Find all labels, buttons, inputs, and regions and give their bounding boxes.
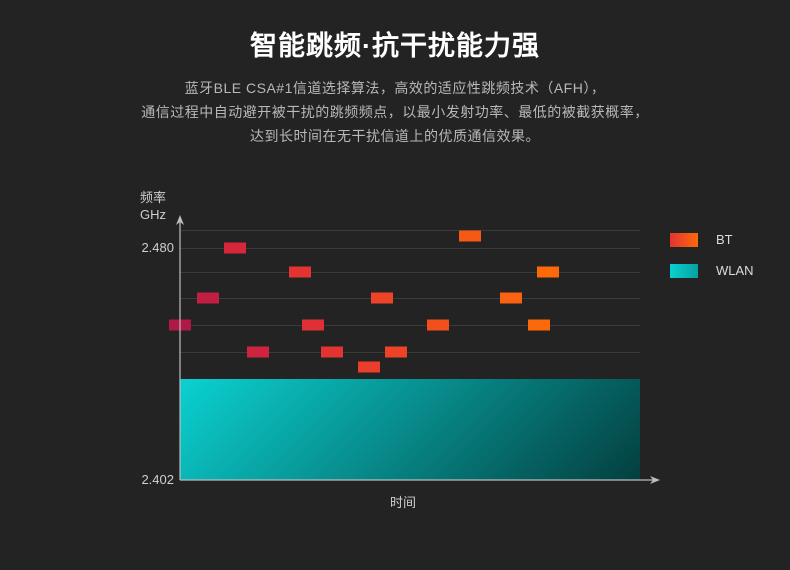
legend-label: BT — [716, 232, 733, 247]
legend-item-wlan: WLAN — [670, 263, 754, 278]
x-axis-title: 时间 — [390, 492, 416, 511]
subtitle-line: 通信过程中自动避开被干扰的跳频频点，以最小发射功率、最低的被截获概率， — [0, 101, 790, 125]
legend-item-bt: BT — [670, 232, 754, 247]
axes — [175, 215, 665, 485]
chart-legend: BT WLAN — [670, 232, 754, 294]
y-tick-label: 2.480 — [141, 240, 174, 255]
subtitle-line: 蓝牙BLE CSA#1信道选择算法，高效的适应性跳频技术（AFH）， — [0, 77, 790, 101]
frequency-hopping-chart: 频率GHz 2.4802.402 时间 BT WLAN — [90, 190, 740, 520]
subtitle-line: 达到长时间在无干扰信道上的优质通信效果。 — [0, 125, 790, 149]
page-title: 智能跳频·抗干扰能力强 — [0, 0, 790, 63]
legend-label: WLAN — [716, 263, 754, 278]
chart-plot-area: 2.4802.402 — [180, 230, 640, 480]
page-subtitle: 蓝牙BLE CSA#1信道选择算法，高效的适应性跳频技术（AFH）， 通信过程中… — [0, 77, 790, 148]
legend-swatch — [670, 264, 698, 278]
y-axis-title: 频率GHz — [140, 190, 166, 224]
y-tick-label: 2.402 — [141, 472, 174, 487]
legend-swatch — [670, 233, 698, 247]
